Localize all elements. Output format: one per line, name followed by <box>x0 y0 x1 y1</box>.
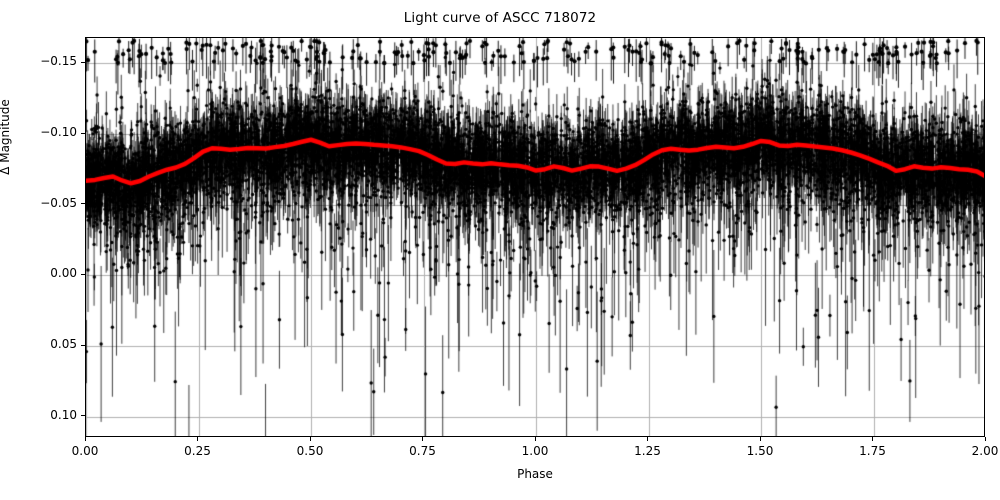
y-tick-mark <box>81 344 85 346</box>
x-tick-label: 1.50 <box>746 444 774 458</box>
x-tick-label: 0.50 <box>296 444 324 458</box>
y-axis-label: Δ Magnitude <box>0 99 12 175</box>
x-tick-label: 0.75 <box>409 444 436 458</box>
y-tick-mark <box>81 132 85 134</box>
x-tick-label: 0.25 <box>184 444 211 458</box>
y-tick-label: −0.15 <box>40 54 77 69</box>
x-tick-label: 1.75 <box>859 444 886 458</box>
x-tick-label: 0.00 <box>71 444 99 458</box>
x-tick-mark <box>84 437 86 441</box>
y-tick-mark <box>81 273 85 276</box>
y-tick-label: 0.00 <box>50 266 77 281</box>
x-tick-mark <box>197 437 199 441</box>
y-tick-mark <box>81 61 85 64</box>
x-tick-mark <box>534 437 536 441</box>
y-tick-label: −0.05 <box>40 195 77 210</box>
x-tick-mark <box>422 437 424 441</box>
x-tick-mark <box>984 437 986 441</box>
x-tick-label: 1.00 <box>521 444 549 458</box>
y-tick-label: 0.05 <box>50 337 77 352</box>
x-tick-mark <box>647 437 649 441</box>
x-tick-label: 2.00 <box>971 444 999 458</box>
x-tick-mark <box>309 437 311 441</box>
light-curve-canvas <box>86 38 984 436</box>
y-tick-label: 0.10 <box>50 407 77 422</box>
x-tick-mark <box>759 437 761 441</box>
y-tick-mark <box>81 415 85 417</box>
page-title: Light curve of ASCC 718072 <box>403 10 597 26</box>
x-tick-mark <box>872 437 874 441</box>
x-axis-label: Phase <box>517 467 553 481</box>
x-tick-label: 1.25 <box>634 444 661 458</box>
y-tick-mark <box>81 203 85 205</box>
plot-area <box>85 37 985 437</box>
y-tick-label: −0.10 <box>40 125 77 140</box>
